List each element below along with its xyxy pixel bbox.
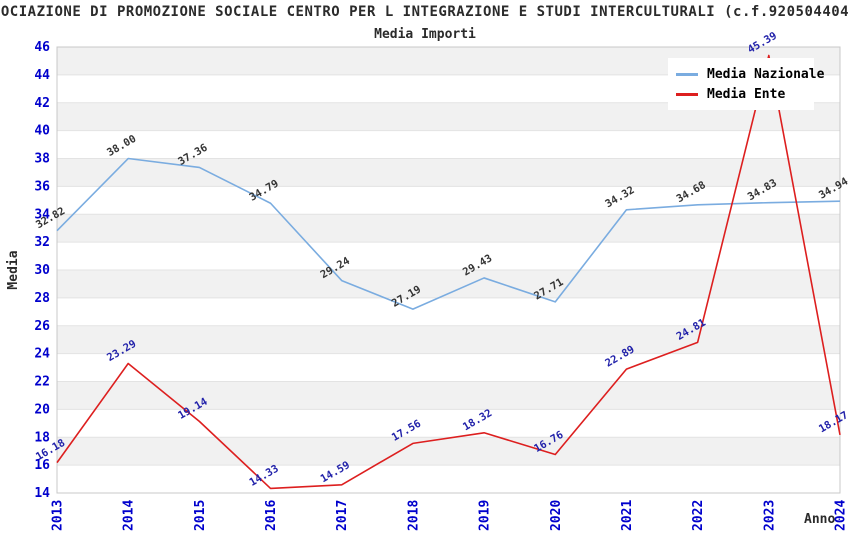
series-line-media-nazionale [56,157,841,310]
data-label: 38.00 [105,133,138,159]
y-tick-label: 16 [34,458,50,473]
y-tick-label: 44 [34,68,50,83]
legend-line-swatch-ente [676,92,698,96]
y-tick-label: 32 [34,235,50,250]
legend-label: Media Nazionale [707,66,825,82]
y-tick-label: 36 [34,179,50,194]
x-tick-label: 2018 [406,500,421,531]
grid-band [57,214,840,243]
x-tick-label: 2024 [834,500,849,531]
legend-item-media-ente: Media Ente [676,84,806,104]
y-tick-label: 18 [34,430,50,445]
y-tick-label: 30 [34,263,50,278]
y-tick-label: 46 [34,40,50,55]
legend: Media Nazionale Media Ente [668,58,824,110]
data-label: 18.32 [461,407,494,433]
y-tick-label: 38 [34,152,50,167]
y-tick-label: 24 [34,347,50,362]
plot-border [56,46,841,494]
grid-band [57,325,840,354]
x-tick-label: 2023 [762,500,777,531]
grid-band [57,158,840,187]
y-tick-label: 20 [34,402,50,417]
x-tick-label: 2014 [122,500,137,531]
x-tick-label: 2016 [264,500,279,531]
legend-label: Media Ente [707,86,786,102]
x-tick-label: 2021 [620,500,635,531]
data-label: 34.32 [603,184,636,210]
grid-band [57,381,840,410]
series-line-media-ente [56,54,841,490]
legend-item-media-nazionale: Media Nazionale [676,64,824,84]
x-axis-title: Anno [804,512,836,527]
y-tick-label: 34 [34,207,50,222]
y-tick-label: 28 [34,291,50,306]
grid-band [57,437,840,466]
chart-title: OCIAZIONE DI PROMOZIONE SOCIALE CENTRO P… [0,4,850,20]
y-tick-label: 42 [34,96,50,111]
y-tick-label: 22 [34,375,50,390]
y-tick-label: 14 [34,486,50,501]
data-label: 18.17 [817,409,850,435]
x-tick-label: 2022 [691,500,706,531]
y-tick-label: 40 [34,124,50,139]
x-tick-label: 2013 [51,500,66,531]
y-tick-label: 26 [34,319,50,334]
x-tick-label: 2017 [335,500,350,531]
x-tick-label: 2020 [549,500,564,531]
x-tick-label: 2015 [193,500,208,531]
legend-line-swatch-nazionale [676,72,698,76]
chart-subtitle: Media Importi [374,27,476,42]
x-tick-label: 2019 [478,500,493,531]
y-axis-title: Media [6,250,21,290]
data-label: 14.33 [247,463,280,489]
